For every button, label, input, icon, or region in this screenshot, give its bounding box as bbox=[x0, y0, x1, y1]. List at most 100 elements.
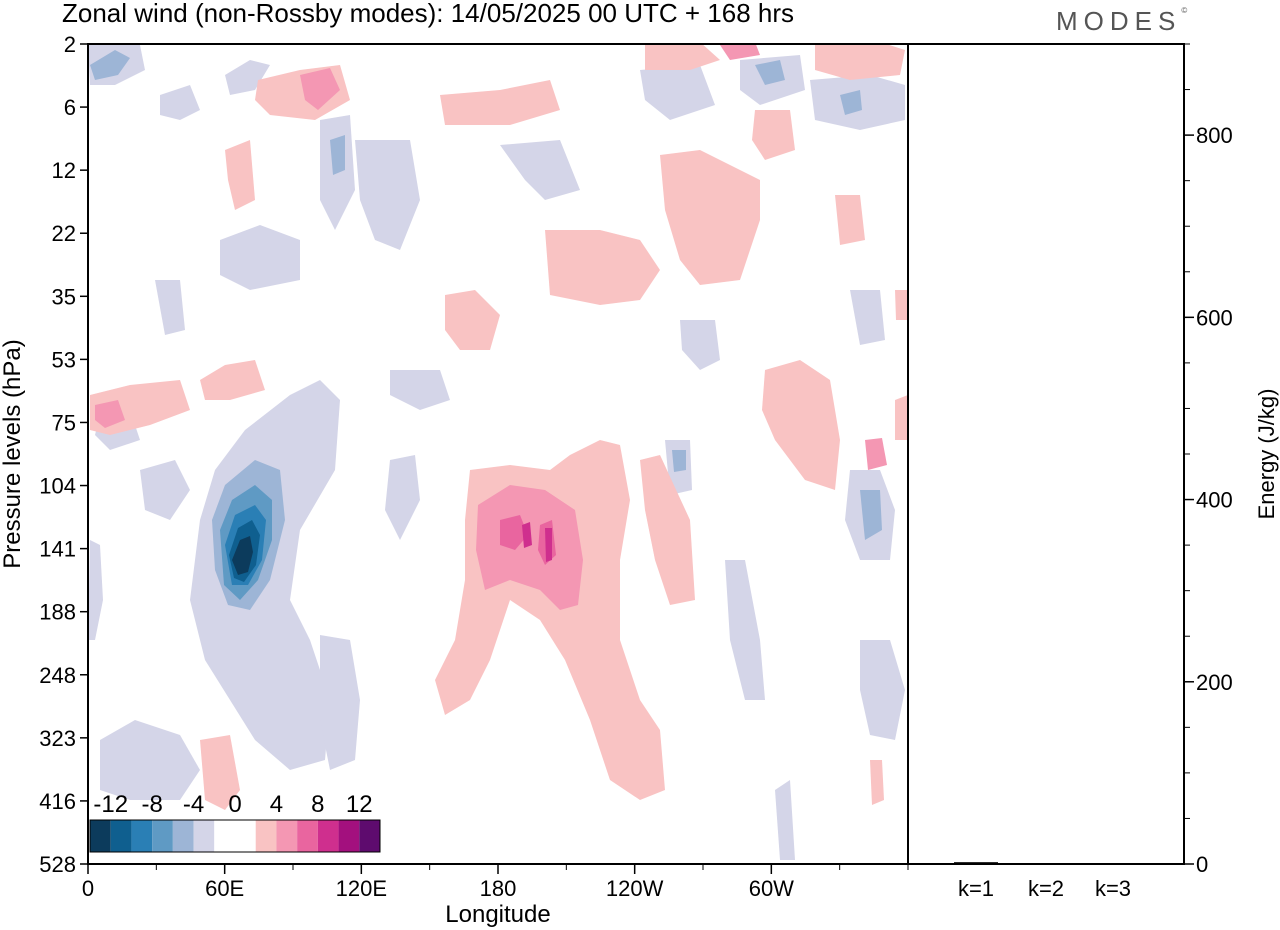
contour-region-blight bbox=[390, 370, 450, 410]
contour-region-plight bbox=[545, 230, 660, 305]
colorbar-swatch bbox=[297, 820, 318, 852]
colorbar-swatch bbox=[235, 820, 256, 852]
contour-region-plight bbox=[200, 735, 240, 810]
y-tick-label: 188 bbox=[39, 600, 76, 625]
contour-region-p3 bbox=[522, 522, 532, 548]
contour-region-blight bbox=[640, 65, 715, 120]
energy-bars: k=1 k=2 k=3 bbox=[954, 862, 1135, 901]
contour-region-blight bbox=[850, 290, 885, 345]
energy-category-label: k=3 bbox=[1095, 876, 1131, 901]
colorbar-swatch bbox=[193, 820, 215, 852]
contour-region-p1 bbox=[476, 485, 583, 610]
contour-region-plight bbox=[640, 455, 695, 605]
energy-axis: 0 200 400 600 800 bbox=[1184, 43, 1233, 877]
contour-region-plight bbox=[870, 760, 884, 805]
y-axis-label: Pressure levels (hPa) bbox=[0, 339, 26, 568]
contour-region-p1 bbox=[720, 44, 760, 60]
contour-region-blight bbox=[88, 540, 103, 640]
y-tick-label: 528 bbox=[39, 852, 76, 877]
y-tick-label: 35 bbox=[52, 284, 76, 309]
colorbar-label: -8 bbox=[141, 791, 162, 818]
contour-region-plight bbox=[660, 150, 760, 285]
contour-region-blight bbox=[680, 320, 720, 370]
contour-region-p1 bbox=[95, 400, 125, 428]
colorbar-label: 8 bbox=[311, 791, 324, 818]
colorbar-swatch bbox=[276, 820, 298, 852]
colorbar-swatch bbox=[131, 820, 153, 852]
y-tick-label: 2 bbox=[64, 32, 76, 57]
contour-region-blight bbox=[155, 280, 185, 335]
contour-region-b1 bbox=[672, 450, 686, 472]
contour-region-plight bbox=[895, 395, 908, 440]
energy-tick-label: 400 bbox=[1196, 488, 1233, 513]
colorbar-swatch bbox=[338, 820, 360, 852]
colorbar-swatch bbox=[317, 820, 339, 852]
modes-logo: MODES© bbox=[1056, 6, 1187, 37]
logo-text: MODES bbox=[1056, 6, 1182, 36]
contour-region-b5 bbox=[232, 536, 253, 575]
x-tick-label: 60W bbox=[749, 876, 794, 901]
contour-region-blight bbox=[725, 560, 765, 700]
energy-bar bbox=[1024, 863, 1068, 864]
colorbar-swatch bbox=[255, 820, 277, 852]
contour-region-p1 bbox=[300, 68, 340, 110]
colorbar-label: 4 bbox=[270, 791, 283, 818]
contour-region-blight bbox=[225, 60, 270, 95]
contour-region-p1 bbox=[865, 438, 887, 470]
contour-region-plight bbox=[445, 290, 500, 350]
x-tick-label: 0 bbox=[82, 876, 94, 901]
energy-bar bbox=[954, 862, 998, 864]
x-tick-label: 180 bbox=[480, 876, 517, 901]
y-axis: 2 6 12 22 35 53 75 104 141 188 248 323 416 528 bbox=[39, 32, 88, 877]
y-tick-label: 22 bbox=[52, 221, 76, 246]
contour-region-plight bbox=[752, 110, 795, 160]
colorbar-label: -12 bbox=[93, 791, 128, 818]
contour-region-blight bbox=[355, 140, 420, 250]
energy-category-label: k=2 bbox=[1028, 876, 1064, 901]
contour-region-plight bbox=[835, 195, 865, 245]
contour-region-blight bbox=[775, 780, 795, 860]
energy-tick-label: 0 bbox=[1196, 852, 1208, 877]
energy-tick-label: 600 bbox=[1196, 305, 1233, 330]
logo-mark: © bbox=[1181, 6, 1188, 15]
contour-region-blight bbox=[220, 225, 300, 290]
colorbar-label: -4 bbox=[183, 791, 204, 818]
contour-region-plight bbox=[200, 360, 265, 400]
energy-frame bbox=[907, 43, 1185, 865]
y-tick-label: 323 bbox=[39, 726, 76, 751]
contour-region-plight bbox=[762, 360, 840, 490]
colorbar-border bbox=[89, 819, 381, 853]
y-tick-label: 6 bbox=[64, 95, 76, 120]
colorbar-swatch bbox=[152, 820, 173, 852]
contour-region-blight bbox=[860, 640, 905, 740]
energy-bar bbox=[1091, 863, 1135, 864]
contour-region-b1 bbox=[860, 490, 882, 540]
y-tick-label: 53 bbox=[52, 347, 76, 372]
colorbar-swatch bbox=[172, 820, 194, 852]
x-axis: 0 60E 120E 180 120W 60W bbox=[82, 864, 909, 901]
colorbar-label: 12 bbox=[346, 791, 373, 818]
energy-axis-label: Energy (J/kg) bbox=[1254, 389, 1279, 520]
x-tick-label: 120E bbox=[336, 876, 387, 901]
contour-region-b1 bbox=[755, 60, 785, 85]
contour-region-b1 bbox=[330, 135, 345, 175]
x-tick-label: 120W bbox=[606, 876, 664, 901]
x-tick-label: 60E bbox=[205, 876, 244, 901]
contour-region-plight bbox=[895, 290, 908, 320]
x-axis-label: Longitude bbox=[445, 901, 550, 928]
colorbar-swatch bbox=[214, 820, 235, 852]
energy-tick-label: 200 bbox=[1196, 670, 1233, 695]
contour-region-blight bbox=[100, 720, 200, 800]
colorbar-swatch bbox=[90, 820, 111, 852]
contour-region-p2 bbox=[500, 515, 528, 550]
chart-title: Zonal wind (non-Rossby modes): 14/05/202… bbox=[62, 0, 794, 28]
contour-region-plight bbox=[645, 44, 720, 70]
contour-region-plight bbox=[440, 80, 560, 125]
energy-category-label: k=1 bbox=[958, 876, 994, 901]
contour-field bbox=[88, 44, 908, 860]
contour-region-plight bbox=[225, 140, 255, 210]
contour-region-blight bbox=[500, 140, 580, 200]
y-tick-label: 141 bbox=[39, 537, 76, 562]
y-tick-label: 416 bbox=[39, 789, 76, 814]
